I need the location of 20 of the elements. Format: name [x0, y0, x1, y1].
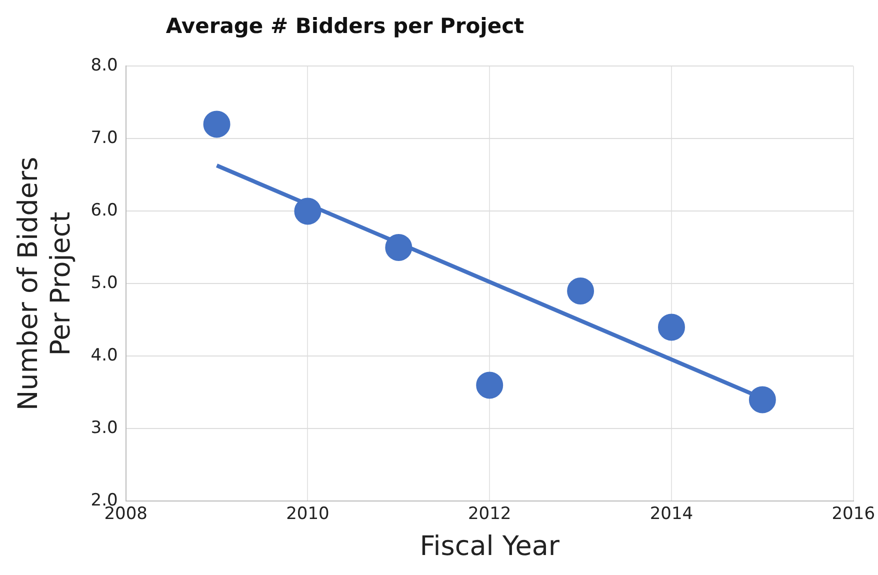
point	[748, 386, 776, 414]
y-tick-label: 8.0	[90, 56, 118, 76]
y-tick-label: 5.0	[90, 273, 118, 294]
x-tick-label: 2010	[286, 504, 330, 524]
chart-title: Average # Bidders per Project	[164, 14, 526, 38]
y-tick-label: 4.0	[90, 346, 118, 366]
y-tick-label: 7.0	[90, 128, 118, 148]
x-tick-label: 2012	[468, 504, 512, 524]
point	[294, 198, 322, 225]
x-axis-title: Fiscal Year	[420, 530, 560, 562]
x-tick-label: 2014	[650, 504, 694, 524]
point	[385, 234, 412, 261]
y-axis-title: Number of Bidders Per Project	[13, 156, 77, 411]
y-tick-label: 3.0	[90, 418, 118, 438]
point	[203, 110, 230, 138]
y-tick-label: 6.0	[90, 200, 118, 221]
point	[567, 277, 594, 304]
point	[658, 314, 685, 341]
x-tick-label: 2016	[832, 504, 875, 524]
point	[476, 372, 504, 399]
